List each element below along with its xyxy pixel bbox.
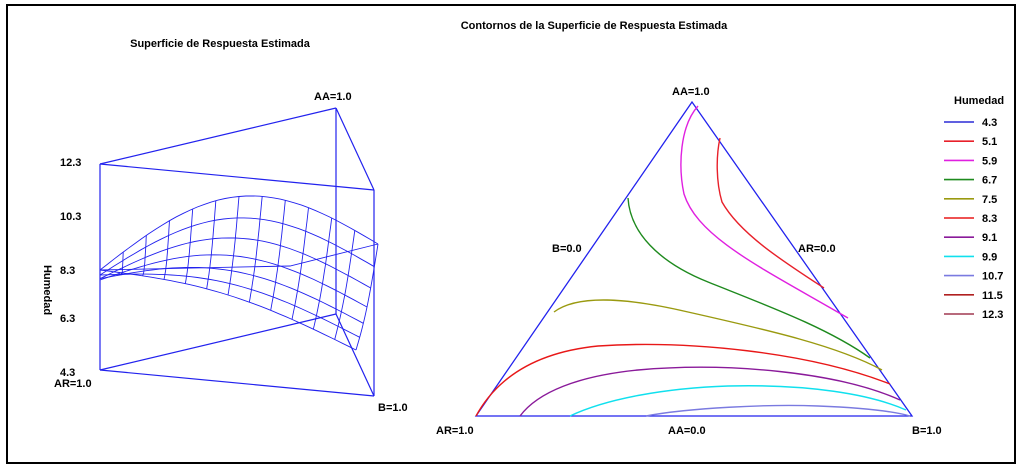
- mesh-line: [335, 231, 355, 340]
- contour-plot: Contornos de la Superficie de Respuesta …: [436, 20, 1004, 437]
- contour-line-6.7: [628, 198, 870, 358]
- contour-line-5.9: [681, 106, 848, 318]
- legend-label: 5.9: [982, 155, 997, 167]
- contour-line-10.7: [646, 405, 910, 416]
- mesh-line: [100, 238, 371, 288]
- figure-canvas: Superficie de Respuesta Estimada Humedad…: [8, 6, 1018, 466]
- legend-label: 10.7: [982, 271, 1003, 283]
- legend-label: 9.9: [982, 251, 997, 263]
- mesh-line: [228, 197, 239, 296]
- mesh-line: [207, 201, 216, 289]
- mesh-line: [271, 200, 286, 310]
- mesh-line: [100, 255, 367, 307]
- surface-vertex-b: B=1.0: [378, 402, 408, 414]
- z-tick: 6.3: [60, 313, 75, 325]
- z-tick: 12.3: [60, 157, 81, 169]
- mesh-line: [249, 196, 262, 302]
- surface-z-label: Humedad: [41, 265, 53, 315]
- mesh-line: [313, 218, 331, 329]
- surface-frame: [100, 108, 374, 396]
- legend-label: 5.1: [982, 136, 997, 148]
- legend-label: 4.3: [982, 117, 997, 129]
- surface-plot: Superficie de Respuesta Estimada Humedad…: [41, 38, 408, 414]
- contour-legend: Humedad 4.3 5.1 5.9 6.7 7.5 8.3 9.1 9.9 10.7 11.5…: [944, 95, 1004, 321]
- legend-label: 7.5: [982, 194, 997, 206]
- mesh-line: [121, 252, 123, 275]
- legend-label: 11.5: [982, 290, 1003, 302]
- surface-vertex-aa: AA=1.0: [314, 91, 352, 103]
- contour-lines: [476, 106, 910, 416]
- legend-title: Humedad: [954, 95, 1004, 107]
- figure-frame: Superficie de Respuesta Estimada Humedad…: [6, 4, 1016, 464]
- legend-label: 9.1: [982, 232, 997, 244]
- contour-vertex-top: AA=1.0: [672, 86, 710, 98]
- contour-vertex-left: AR=1.0: [436, 425, 474, 437]
- contour-edge-bottom: AA=0.0: [668, 425, 706, 437]
- contour-title: Contornos de la Superficie de Respuesta …: [461, 20, 728, 32]
- mesh-line: [143, 235, 147, 275]
- legend-label: 6.7: [982, 175, 997, 187]
- contour-line-9.9: [570, 386, 906, 416]
- legend-label: 8.3: [982, 213, 997, 225]
- contour-vertex-right: B=1.0: [912, 425, 942, 437]
- z-tick: 8.3: [60, 265, 75, 277]
- mesh-line: [185, 209, 192, 284]
- ternary-triangle: [476, 102, 912, 416]
- legend-label: 12.3: [982, 309, 1003, 321]
- surface-vertex-ar: AR=1.0: [54, 378, 92, 390]
- contour-edge-left: B=0.0: [552, 243, 582, 255]
- contour-line-8.3: [476, 345, 890, 416]
- surface-title: Superficie de Respuesta Estimada: [130, 38, 311, 50]
- mesh-line: [356, 244, 378, 350]
- z-tick: 10.3: [60, 211, 81, 223]
- surface-z-ticks: 12.3 10.3 8.3 6.3 4.3: [60, 157, 81, 379]
- contour-edge-right: AR=0.0: [798, 243, 836, 255]
